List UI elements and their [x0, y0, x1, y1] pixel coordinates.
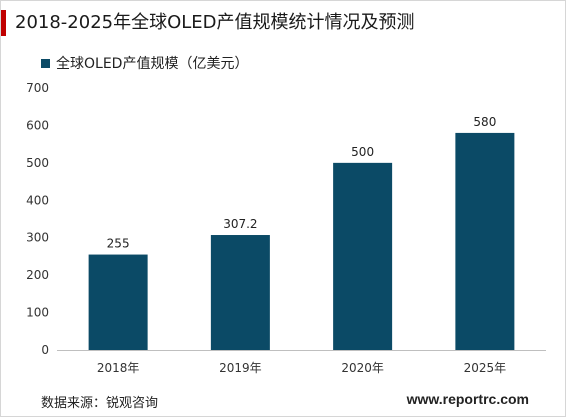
y-tick-label: 200 — [26, 268, 49, 282]
bar-2020年 — [333, 162, 393, 350]
source-note: 数据来源：锐观咨询 — [41, 396, 159, 411]
y-tick-label: 600 — [26, 118, 49, 132]
x-tick-label: 2025年 — [464, 361, 507, 375]
legend-label: 全球OLED产值规模（亿美元） — [56, 56, 249, 72]
y-tick-label: 300 — [26, 231, 49, 245]
y-tick-label: 500 — [26, 156, 49, 170]
bar-2018年 — [88, 254, 148, 350]
y-tick-label: 400 — [26, 193, 49, 207]
y-tick-label: 100 — [26, 306, 49, 320]
bar-2019年 — [210, 235, 270, 350]
x-tick-label: 2019年 — [219, 361, 262, 375]
y-tick-label: 0 — [41, 343, 49, 357]
chart-title: 2018-2025年全球OLED产值规模统计情况及预测 — [15, 12, 415, 33]
legend-swatch — [41, 58, 50, 68]
legend: 全球OLED产值规模（亿美元） — [41, 53, 248, 73]
title-accent-bar — [1, 10, 6, 36]
bars — [88, 132, 515, 350]
data-label: 580 — [473, 115, 496, 129]
y-tick-label: 700 — [26, 81, 49, 95]
x-axis: 2018年 2019年 2020年 2025年 — [57, 350, 546, 375]
data-label: 307.2 — [223, 217, 257, 231]
y-axis: 0 100 200 300 400 500 600 700 — [26, 81, 49, 357]
data-label: 255 — [107, 237, 130, 251]
website-link[interactable]: www.reportrc.com — [406, 391, 529, 407]
data-label: 500 — [351, 145, 374, 159]
bar-2025年 — [455, 132, 515, 350]
x-tick-label: 2018年 — [97, 361, 140, 375]
x-tick-label: 2020年 — [341, 361, 384, 375]
data-labels: 255 307.2 500 580 — [107, 115, 497, 251]
